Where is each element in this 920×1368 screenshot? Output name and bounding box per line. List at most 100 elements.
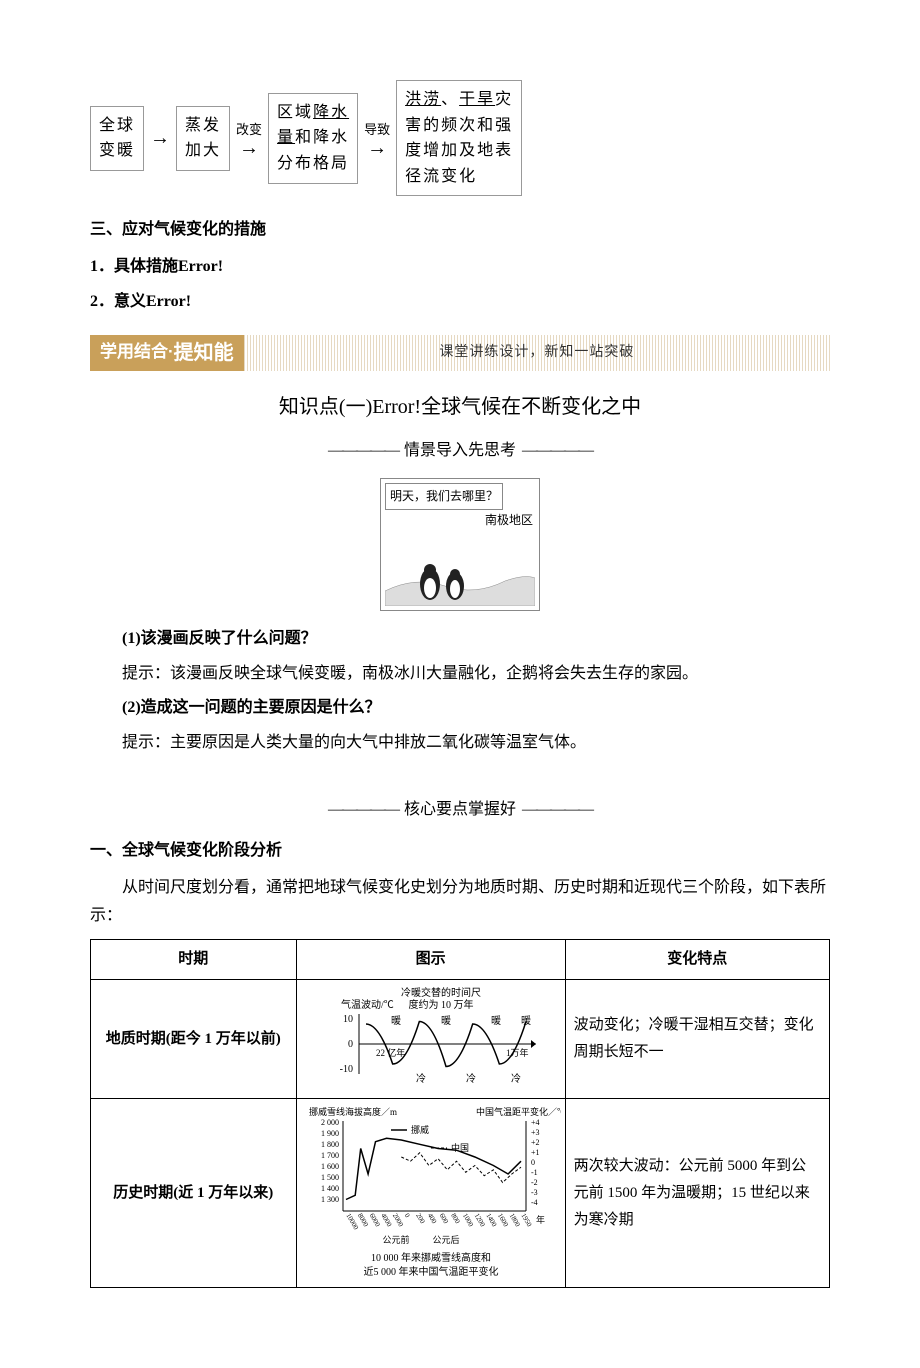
kp-title: 知识点(一)Error!全球气候在不断变化之中 bbox=[90, 389, 830, 425]
svg-text:年: 年 bbox=[536, 1214, 545, 1225]
svg-text:冷暖交替的时间尺: 冷暖交替的时间尺 bbox=[401, 986, 481, 999]
svg-text:中国: 中国 bbox=[451, 1142, 469, 1153]
banner-right: 课堂讲练设计，新知一站突破 bbox=[244, 335, 830, 371]
svg-text:1000: 1000 bbox=[461, 1212, 475, 1229]
svg-text:1 600: 1 600 bbox=[321, 1162, 339, 1171]
svg-text:冷: 冷 bbox=[511, 1072, 521, 1085]
flow-box-3: 区域降水量和降水分布格局 bbox=[268, 93, 358, 184]
svg-text:暖: 暖 bbox=[441, 1014, 451, 1027]
svg-text:2 000: 2 000 bbox=[321, 1118, 339, 1127]
svg-text:暖: 暖 bbox=[391, 1014, 401, 1027]
svg-text:中国气温距平变化／℃: 中国气温距平变化／℃ bbox=[476, 1106, 561, 1117]
svg-text:-1: -1 bbox=[531, 1168, 538, 1177]
flow-arrow-2: 改变 → bbox=[236, 118, 262, 157]
analysis-heading: 一、全球气候变化阶段分析 bbox=[90, 837, 830, 866]
cell-chart-1: 冷暖交替的时间尺 度约为 10 万年 气温波动/℃ 10 0 -10 22 亿年… bbox=[296, 980, 565, 1099]
svg-text:冷: 冷 bbox=[466, 1072, 476, 1085]
svg-text:1 300: 1 300 bbox=[321, 1195, 339, 1204]
section3-item2: 2．意义Error! bbox=[90, 288, 830, 317]
svg-text:气温波动/℃: 气温波动/℃ bbox=[341, 998, 394, 1011]
svg-text:+4: +4 bbox=[531, 1118, 540, 1127]
kp-title-prefix: 知识点(一)Error! bbox=[279, 396, 421, 418]
svg-text:0: 0 bbox=[531, 1158, 535, 1167]
flow-box-2: 蒸发加大 bbox=[176, 106, 230, 171]
svg-text:1400: 1400 bbox=[484, 1212, 498, 1229]
svg-text:200: 200 bbox=[414, 1212, 426, 1226]
hist-chart: 挪威雪线海拔高度／m 中国气温距平变化／℃ 2 000 1 900 1 800 1 7… bbox=[301, 1103, 561, 1283]
table-row: 历史时期(近 1 万年以来) 挪威雪线海拔高度／m 中国气温距平变化／℃ 2 0… bbox=[91, 1099, 830, 1288]
svg-text:度约为 10 万年: 度约为 10 万年 bbox=[408, 998, 473, 1011]
svg-text:+2: +2 bbox=[531, 1138, 540, 1147]
svg-text:2000: 2000 bbox=[391, 1212, 405, 1229]
svg-text:公元后: 公元后 bbox=[432, 1235, 459, 1245]
svg-text:1 400: 1 400 bbox=[321, 1184, 339, 1193]
cell-period-2: 历史时期(近 1 万年以来) bbox=[91, 1099, 297, 1288]
svg-text:1600: 1600 bbox=[496, 1212, 510, 1229]
cell-feature-2: 两次较大波动：公元前 5000 年到公元前 1500 年为温暖期；15 世纪以来… bbox=[565, 1099, 829, 1288]
section3-item1: 1．具体措施Error! bbox=[90, 253, 830, 282]
flowchart: 全球变暖 → 蒸发加大 改变 → 区域降水量和降水分布格局 导致 → 洪涝、干旱… bbox=[90, 80, 830, 196]
svg-text:公元前: 公元前 bbox=[382, 1234, 409, 1245]
svg-text:冷: 冷 bbox=[416, 1072, 426, 1085]
cell-period-1: 地质时期(距今 1 万年以前) bbox=[91, 980, 297, 1099]
cartoon-bubble: 明天，我们去哪里？ bbox=[385, 483, 503, 511]
cell-chart-2: 挪威雪线海拔高度／m 中国气温距平变化／℃ 2 000 1 900 1 800 1 7… bbox=[296, 1099, 565, 1288]
svg-text:6000: 6000 bbox=[367, 1212, 381, 1229]
svg-text:0: 0 bbox=[402, 1212, 411, 1219]
svg-text:600: 600 bbox=[437, 1212, 449, 1226]
q1: (1)该漫画反映了什么问题？ bbox=[90, 625, 830, 654]
geo-chart: 冷暖交替的时间尺 度约为 10 万年 气温波动/℃ 10 0 -10 22 亿年… bbox=[311, 984, 551, 1094]
svg-text:1200: 1200 bbox=[472, 1212, 486, 1229]
svg-text:1800: 1800 bbox=[507, 1212, 521, 1229]
banner-prefix: 学用结合· bbox=[100, 337, 174, 368]
table-row: 地质时期(距今 1 万年以前) 冷暖交替的时间尺 度约为 10 万年 气温波动/… bbox=[91, 980, 830, 1099]
svg-text:+1: +1 bbox=[531, 1148, 540, 1157]
svg-text:暖: 暖 bbox=[491, 1014, 501, 1027]
th-feature: 变化特点 bbox=[565, 940, 829, 980]
cartoon-region: 南极地区 bbox=[381, 510, 539, 532]
cell-feature-1: 波动变化；冷暖干湿相互交替；变化周期长短不一 bbox=[565, 980, 829, 1099]
kp-title-main: 全球气候在不断变化之中 bbox=[421, 396, 641, 418]
svg-text:暖: 暖 bbox=[521, 1014, 531, 1027]
svg-text:1 800: 1 800 bbox=[321, 1140, 339, 1149]
intro-divider: 情景导入先思考 bbox=[90, 437, 830, 466]
q2: (2)造成这一问题的主要原因是什么？ bbox=[90, 694, 830, 723]
svg-text:挪威雪线海拔高度／m: 挪威雪线海拔高度／m bbox=[309, 1106, 397, 1117]
svg-text:-2: -2 bbox=[531, 1178, 538, 1187]
svg-text:800: 800 bbox=[449, 1212, 461, 1226]
cartoon: 明天，我们去哪里？ 南极地区 bbox=[380, 478, 540, 611]
banner-big: 提知能 bbox=[174, 335, 234, 371]
svg-text:10: 10 bbox=[343, 1014, 353, 1025]
cartoon-drawing bbox=[385, 536, 535, 606]
th-period: 时期 bbox=[91, 940, 297, 980]
a1: 提示：该漫画反映全球气候变暖，南极冰川大量融化，企鹅将会失去生存的家园。 bbox=[90, 660, 830, 689]
section3-heading: 三、应对气候变化的措施 bbox=[90, 216, 830, 245]
svg-text:+3: +3 bbox=[531, 1128, 540, 1137]
svg-text:10 000 年来挪威雪线高度和: 10 000 年来挪威雪线高度和 bbox=[371, 1251, 491, 1264]
flow-arrow-1: → bbox=[150, 128, 170, 148]
banner-left: 学用结合·提知能 bbox=[90, 335, 244, 371]
analysis-intro: 从时间尺度划分看，通常把地球气候变化史划分为地质时期、历史时期和近现代三个阶段，… bbox=[90, 874, 830, 932]
svg-text:1950: 1950 bbox=[519, 1212, 533, 1229]
svg-text:4000: 4000 bbox=[379, 1212, 393, 1229]
svg-text:1 900: 1 900 bbox=[321, 1129, 339, 1138]
svg-text:0: 0 bbox=[348, 1039, 353, 1050]
banner: 学用结合·提知能 课堂讲练设计，新知一站突破 bbox=[90, 335, 830, 371]
svg-text:22 亿年: 22 亿年 bbox=[376, 1047, 405, 1058]
svg-text:近5 000 年来中国气温距平变化: 近5 000 年来中国气温距平变化 bbox=[363, 1265, 498, 1278]
svg-text:-3: -3 bbox=[531, 1188, 538, 1197]
svg-text:1 700: 1 700 bbox=[321, 1151, 339, 1160]
svg-text:400: 400 bbox=[426, 1212, 438, 1226]
svg-text:挪威: 挪威 bbox=[411, 1124, 429, 1135]
flow-box-4: 洪涝、干旱灾害的频次和强度增加及地表径流变化 bbox=[396, 80, 522, 196]
flow-arrow-3: 导致 → bbox=[364, 118, 390, 157]
svg-text:1万年: 1万年 bbox=[506, 1047, 529, 1058]
flow-box-1: 全球变暖 bbox=[90, 106, 144, 171]
svg-text:-4: -4 bbox=[531, 1198, 538, 1207]
svg-text:-10: -10 bbox=[339, 1064, 352, 1075]
th-chart: 图示 bbox=[296, 940, 565, 980]
core-divider: 核心要点掌握好 bbox=[90, 796, 830, 825]
a2: 提示：主要原因是人类大量的向大气中排放二氧化碳等温室气体。 bbox=[90, 729, 830, 758]
svg-text:1 500: 1 500 bbox=[321, 1173, 339, 1182]
climate-table: 时期 图示 变化特点 地质时期(距今 1 万年以前) 冷暖交替的时间尺 度约为 … bbox=[90, 939, 830, 1288]
